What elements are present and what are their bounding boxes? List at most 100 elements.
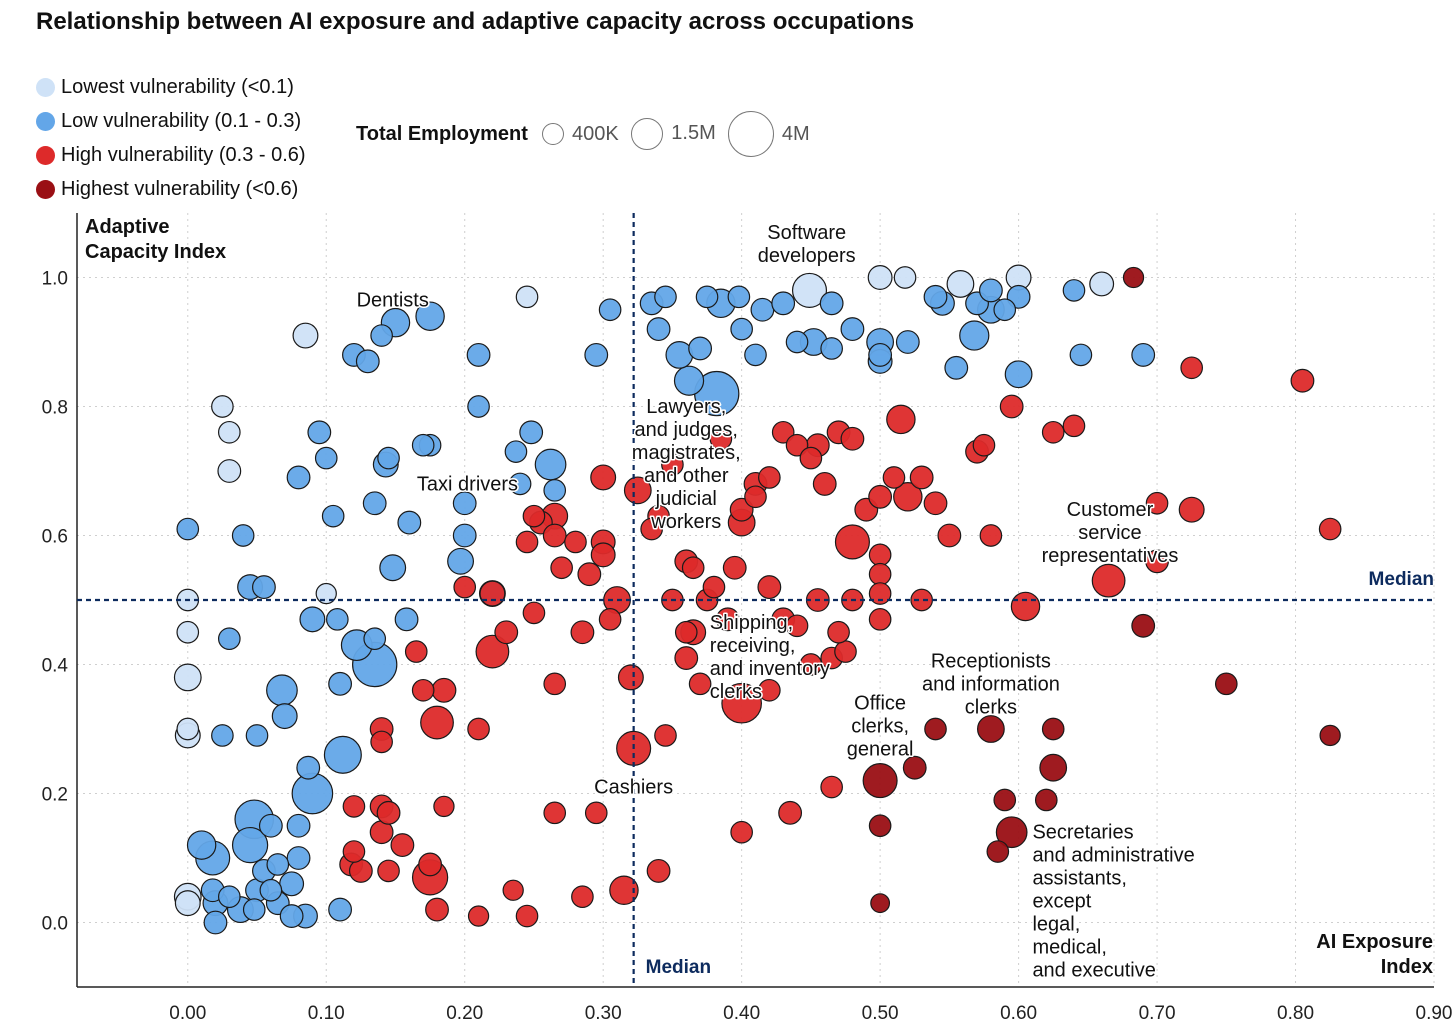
data-point xyxy=(355,349,380,374)
data-point xyxy=(640,517,663,541)
data-point xyxy=(886,404,916,435)
data-point xyxy=(893,482,923,512)
data-point xyxy=(1041,717,1065,741)
data-point xyxy=(688,336,713,361)
data-point xyxy=(868,484,893,509)
annotation-label: Shipping, receiving, and inventory clerks xyxy=(710,612,830,703)
vulnerability-legend: Lowest vulnerability (<0.1) Low vulnerab… xyxy=(36,70,306,206)
y-tick-label: 0.8 xyxy=(42,398,68,419)
data-point xyxy=(479,580,506,607)
size-legend-circle xyxy=(727,110,774,158)
grid-lines xyxy=(77,213,1435,987)
data-point xyxy=(411,433,435,457)
data-point xyxy=(688,672,712,696)
data-point xyxy=(995,816,1028,849)
x-tick-label: 0.00 xyxy=(169,1003,206,1024)
data-point xyxy=(314,446,338,470)
data-point xyxy=(542,523,567,548)
data-point xyxy=(570,620,595,645)
data-point xyxy=(1034,788,1058,812)
data-point xyxy=(394,607,419,632)
annotation-label: Lawyers, and judges, magistrates, and other… xyxy=(632,396,741,533)
data-point xyxy=(467,395,490,418)
data-point xyxy=(173,663,202,692)
annotation-label: Dentists xyxy=(357,290,429,312)
data-point xyxy=(286,465,311,490)
data-point xyxy=(217,627,241,651)
annotation-line: Taxi drivers xyxy=(417,473,518,495)
annotation-line: and information xyxy=(922,674,1060,696)
data-point xyxy=(217,885,241,909)
data-point xyxy=(176,620,200,644)
data-points xyxy=(173,264,1342,935)
annotation-line: representatives xyxy=(1042,545,1179,567)
data-point xyxy=(186,830,217,860)
data-point xyxy=(1122,266,1145,289)
legend-swatch xyxy=(36,111,55,131)
x-tick-label: 0.20 xyxy=(446,1003,483,1024)
annotation-line: clerks xyxy=(965,697,1017,719)
data-point xyxy=(617,664,644,691)
data-point xyxy=(870,893,891,914)
data-point xyxy=(1214,672,1238,696)
data-point xyxy=(978,278,1003,303)
median-y-label: Median xyxy=(1369,569,1434,590)
data-point xyxy=(415,301,445,331)
data-point xyxy=(515,530,539,554)
data-point xyxy=(447,547,475,575)
data-point xyxy=(868,543,892,567)
legend-label: High vulnerability (0.3 - 0.6) xyxy=(61,143,306,166)
data-point xyxy=(543,801,567,825)
data-point xyxy=(452,491,477,516)
legend-label: Highest vulnerability (<0.6) xyxy=(61,177,299,200)
data-point xyxy=(370,730,393,754)
median-x-label: Median xyxy=(646,957,711,978)
data-point xyxy=(543,479,567,502)
data-point xyxy=(744,343,767,367)
data-point xyxy=(377,859,400,883)
data-point xyxy=(674,646,699,670)
data-point xyxy=(867,265,893,290)
annotation-line: developers xyxy=(758,245,856,267)
data-point xyxy=(785,330,809,354)
annotation-line: clerks xyxy=(710,681,762,703)
y-tick-label: 0.6 xyxy=(42,527,68,548)
annotation-line: service xyxy=(1078,522,1141,544)
annotation-line: and inventory xyxy=(710,658,830,680)
size-legend-label: 400K xyxy=(572,122,619,145)
data-point xyxy=(328,671,353,696)
data-point xyxy=(893,266,917,289)
annotation-line: and judges, xyxy=(635,419,738,441)
data-point xyxy=(231,826,269,864)
data-point xyxy=(868,562,892,586)
data-point xyxy=(1062,414,1086,438)
data-point xyxy=(522,504,546,528)
data-point xyxy=(571,885,594,909)
data-point xyxy=(515,904,539,928)
data-point xyxy=(744,485,767,509)
data-point xyxy=(868,608,892,631)
data-point xyxy=(609,875,639,905)
annotation-line: and administrative xyxy=(1032,845,1194,867)
annotation-label: Receptionists and information clerks xyxy=(922,651,1060,719)
annotation-line: Shipping, xyxy=(710,612,793,634)
legend-label: Lowest vulnerability (<0.1) xyxy=(61,75,294,98)
data-point xyxy=(328,897,353,922)
data-point xyxy=(203,910,228,935)
size-legend-item-large: 4M xyxy=(727,110,810,158)
data-point xyxy=(1178,496,1205,523)
x-tick-label: 0.10 xyxy=(308,1003,345,1024)
data-point xyxy=(868,814,892,838)
data-point xyxy=(431,677,457,703)
data-point xyxy=(363,627,387,651)
legend-item-highest: Highest vulnerability (<0.6) xyxy=(36,172,306,206)
y-tick-label: 0.4 xyxy=(42,656,69,677)
data-point xyxy=(1131,342,1156,367)
data-point xyxy=(1290,368,1315,393)
data-point xyxy=(771,420,795,444)
data-point xyxy=(420,705,454,740)
data-point xyxy=(834,640,857,663)
data-point xyxy=(681,556,705,580)
y-tick-label: 0.2 xyxy=(42,785,68,806)
data-point xyxy=(1039,753,1068,782)
